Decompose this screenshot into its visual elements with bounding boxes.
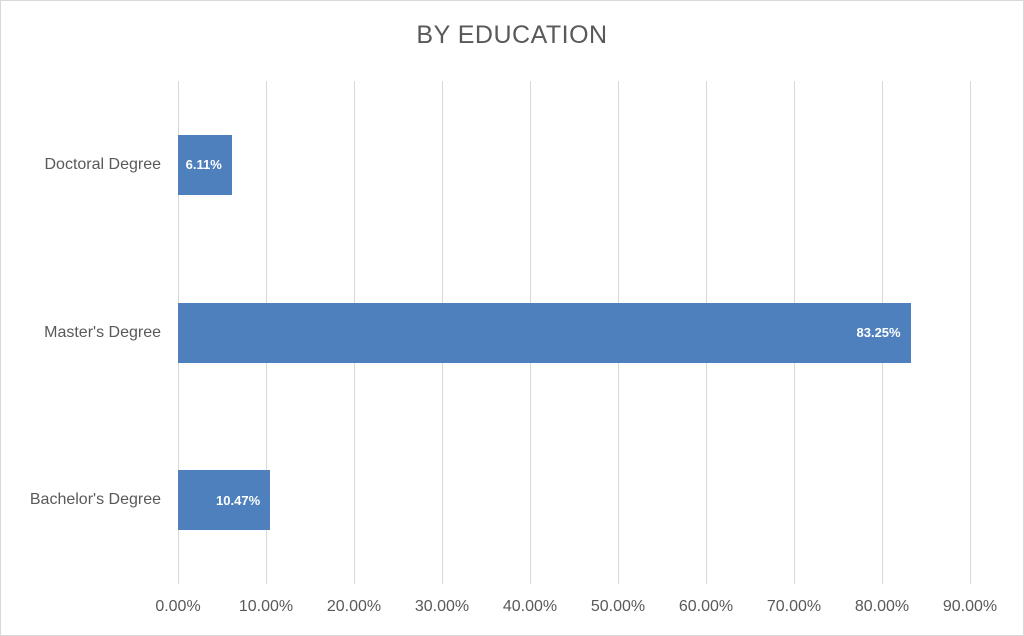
category-label: Doctoral Degree: [44, 155, 162, 173]
bar-value-label: 6.11%: [185, 157, 222, 173]
plot-area: 0.00% 10.00% 20.00% 30.00% 40.00% 50.00% 60.00…: [30, 81, 997, 615]
bar: 83.25%: [178, 302, 911, 363]
x-axis-tick-label: 70.00%: [766, 598, 822, 615]
bar-value-label: 10.47%: [216, 492, 261, 508]
category-label: Master's Degree: [44, 323, 161, 341]
gridline: [970, 81, 971, 584]
bar: 10.47%: [178, 470, 271, 531]
chart-title: BY EDUCATION: [416, 21, 608, 49]
x-axis-tick-label: 0.00%: [155, 598, 201, 615]
x-axis-tick-label: 10.00%: [238, 598, 294, 615]
x-axis-tick-label: 90.00%: [942, 598, 998, 615]
x-axis-tick-label: 60.00%: [678, 598, 734, 615]
x-axis-tick-label: 40.00%: [502, 598, 558, 615]
bar: 6.11%: [178, 134, 232, 195]
x-axis-tick-label: 20.00%: [326, 598, 382, 615]
bar-value-label: 83.25%: [856, 325, 901, 340]
x-axis-tick-label: 50.00%: [590, 598, 646, 615]
x-axis-tick-label: 80.00%: [854, 598, 910, 615]
category-label: Bachelor's Degree: [29, 491, 161, 509]
x-axis-tick-label: 30.00%: [414, 598, 470, 615]
